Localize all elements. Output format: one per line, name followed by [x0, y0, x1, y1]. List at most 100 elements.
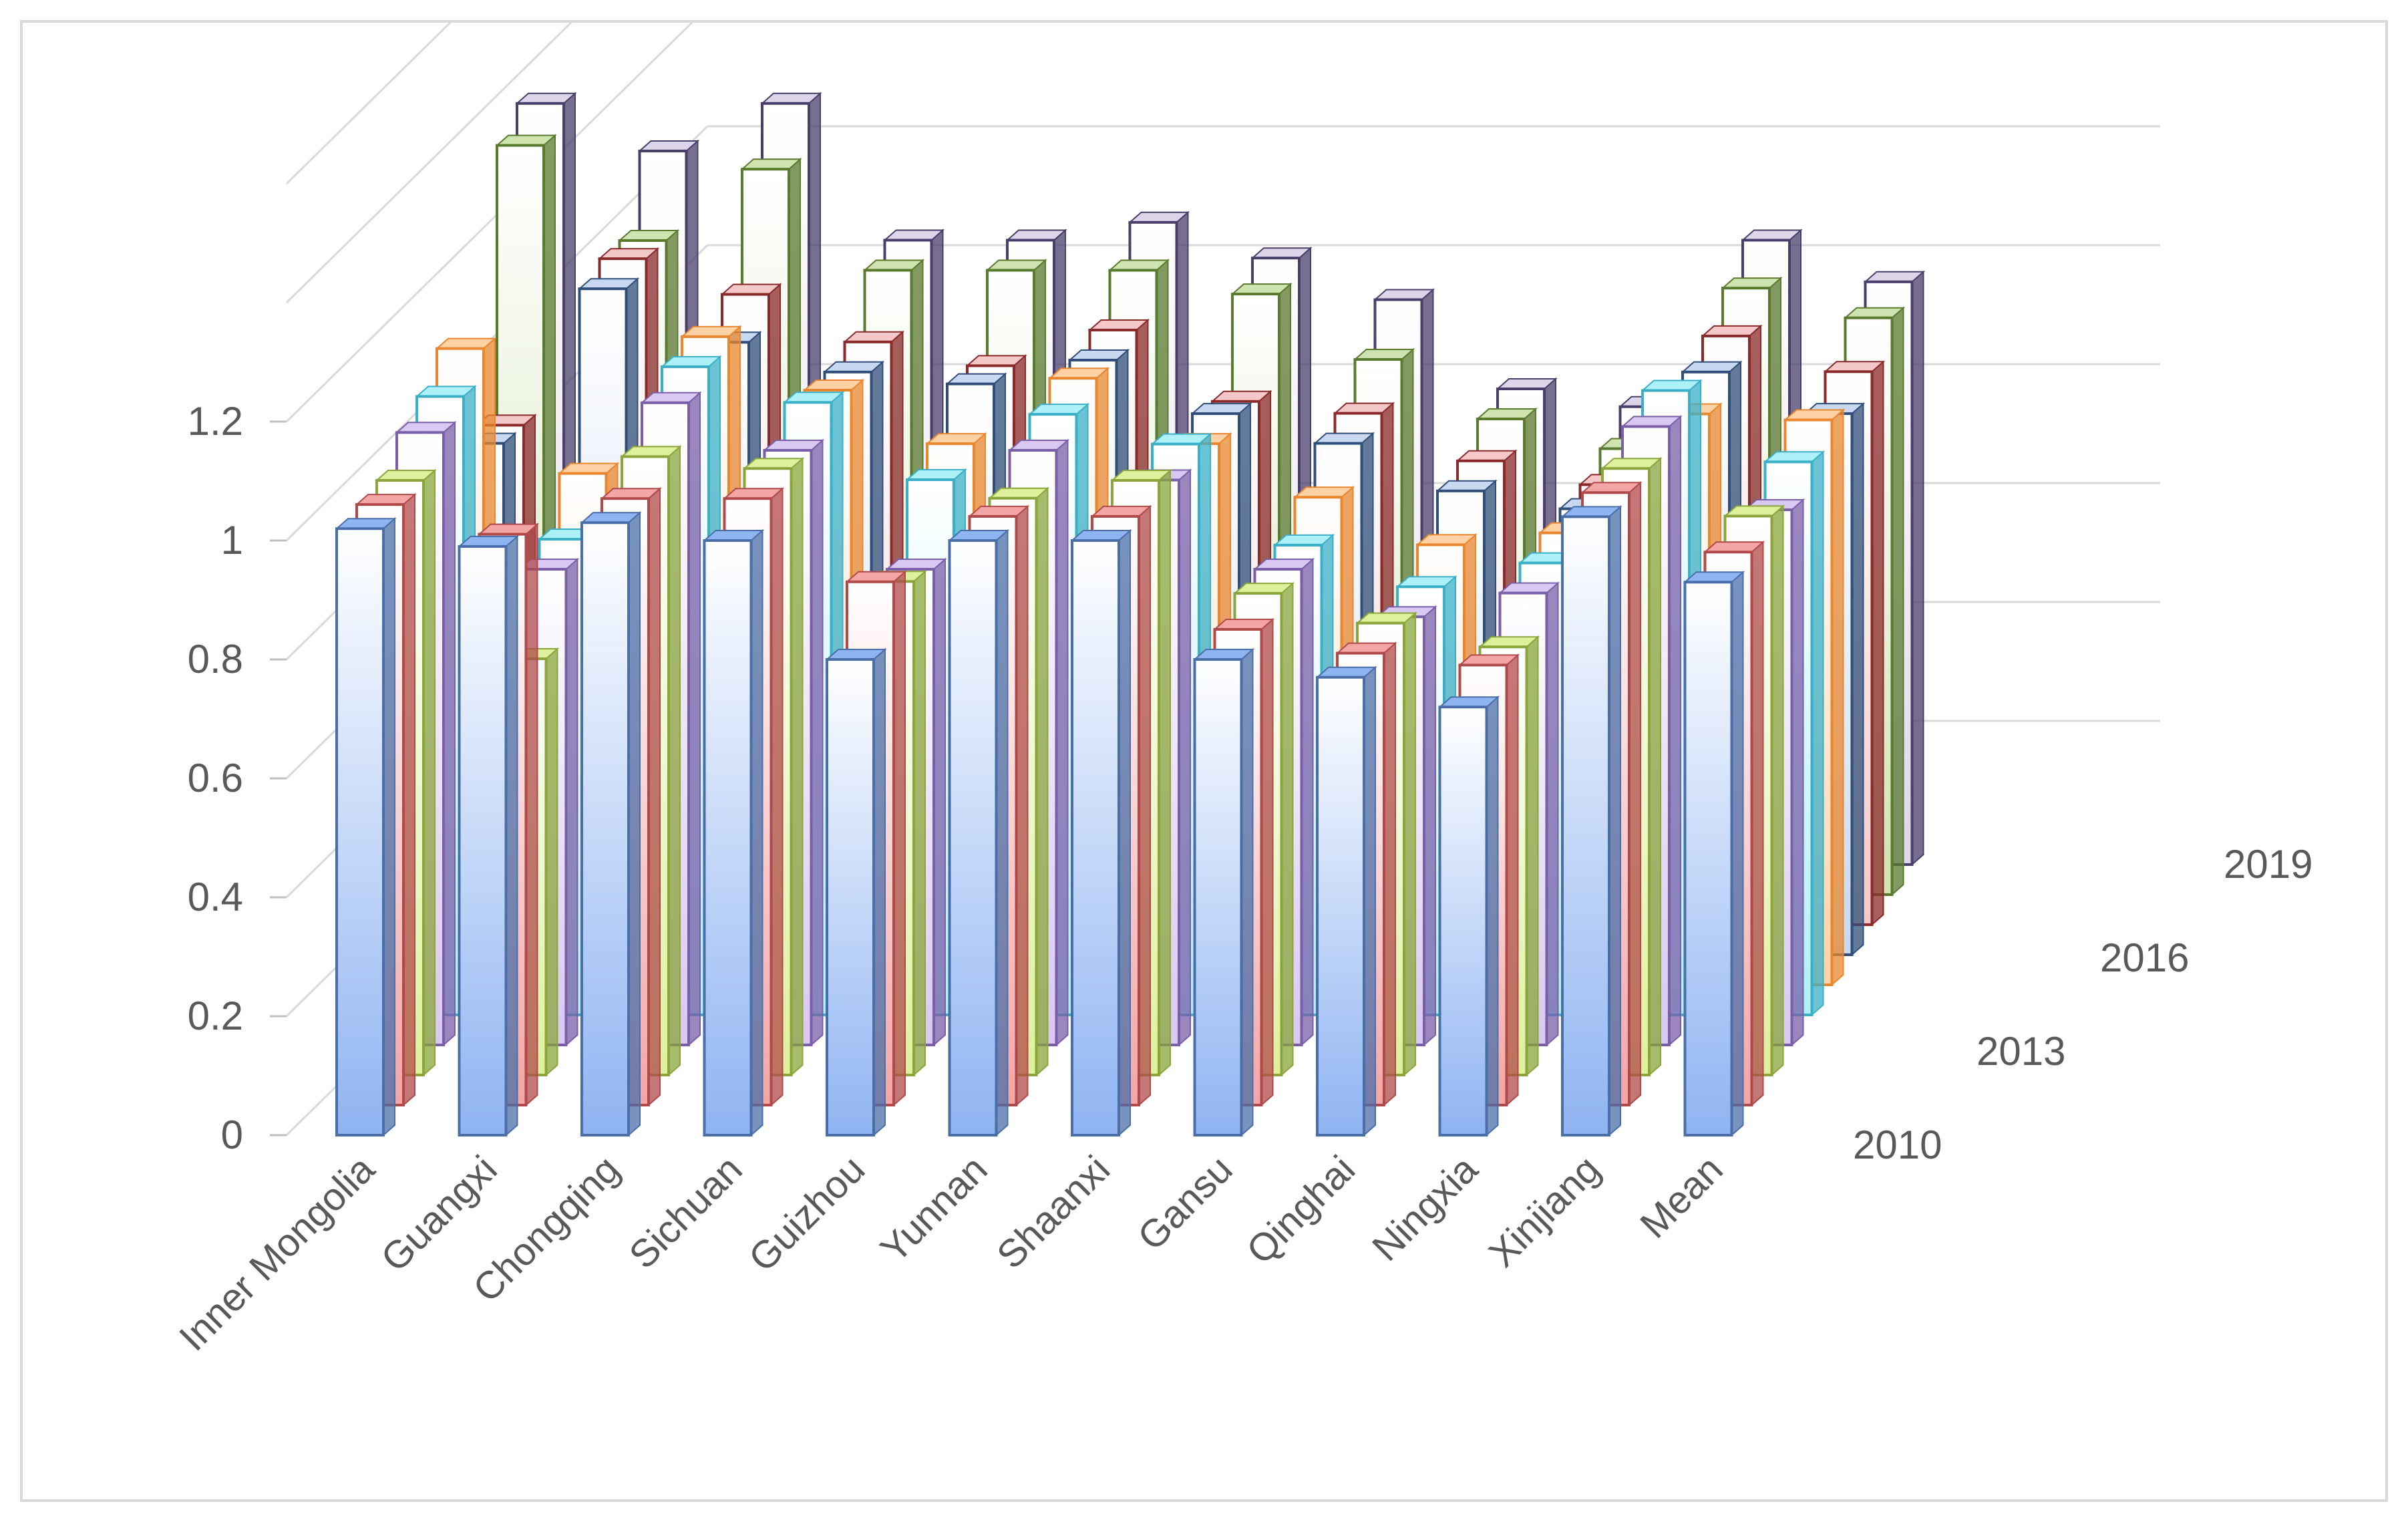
- bar-top: [845, 571, 907, 583]
- category-label: Xinjiang: [1480, 1147, 1608, 1275]
- bar-side: [1891, 306, 1904, 897]
- bar-top: [1476, 408, 1538, 420]
- bar-top: [1580, 482, 1643, 494]
- bar-top: [435, 337, 497, 349]
- y-tick-label: 0.2: [188, 994, 243, 1038]
- bar-top: [1210, 390, 1272, 402]
- bar-top: [1437, 696, 1500, 708]
- bar-side: [1486, 695, 1499, 1137]
- bar-side: [688, 391, 701, 1047]
- bar-side: [1138, 504, 1151, 1107]
- bar-top: [882, 229, 945, 241]
- depth-axis-labels: 2010 2013 2016 2019: [1853, 842, 2312, 1167]
- bar-top: [1395, 576, 1457, 588]
- bar-top: [1373, 289, 1435, 301]
- bar-side: [1831, 408, 1844, 987]
- bar-side: [403, 492, 415, 1107]
- bar-side: [525, 522, 538, 1107]
- bar-front: [703, 539, 753, 1136]
- bar-top: [1027, 404, 1090, 416]
- bar-2010-ningxia: [1437, 695, 1500, 1137]
- bar-side: [1546, 581, 1559, 1047]
- bar-2010-shaanxi: [1070, 528, 1132, 1137]
- bar-top: [355, 494, 417, 506]
- y-axis-ticks: 0 0.2 0.4 0.6 0.8 1 1.2: [188, 399, 243, 1157]
- bar-front: [826, 658, 875, 1136]
- bar-top: [1252, 559, 1315, 570]
- bar-side: [1751, 541, 1764, 1107]
- bar-front: [1316, 675, 1365, 1136]
- bar-side: [1260, 617, 1274, 1107]
- bar-top: [335, 518, 397, 530]
- bar-side: [1791, 498, 1804, 1047]
- y-tick-label: 1.2: [188, 399, 243, 444]
- bar-top: [1783, 409, 1846, 421]
- bar-top: [842, 331, 905, 343]
- y-tick-label: 0.8: [188, 637, 243, 681]
- bar-top: [1723, 505, 1785, 517]
- bar-top: [720, 283, 782, 295]
- bar-side: [1506, 653, 1519, 1107]
- bar-side: [423, 468, 436, 1077]
- bar-top: [985, 259, 1047, 271]
- bar-top: [822, 361, 885, 373]
- bar-side: [810, 438, 824, 1047]
- category-label: Shaanxi: [989, 1147, 1118, 1277]
- bar-side: [505, 535, 518, 1137]
- bar-top: [905, 469, 967, 480]
- bar-front: [1193, 658, 1243, 1136]
- bar-top: [1353, 349, 1415, 360]
- bar-top: [600, 488, 662, 500]
- bar-side: [790, 456, 804, 1077]
- bar-top: [1313, 432, 1375, 444]
- bar-top: [1600, 458, 1663, 470]
- bar-2010-gansu: [1192, 647, 1255, 1137]
- y-tick-label: 0: [221, 1112, 243, 1157]
- bar-top: [802, 379, 865, 391]
- bar-top: [375, 470, 437, 481]
- bar-top: [1641, 379, 1703, 392]
- category-label: Yunnan: [872, 1147, 996, 1271]
- bar-top: [1435, 480, 1498, 492]
- bar-top: [1090, 505, 1152, 517]
- bar-top: [1272, 534, 1335, 546]
- bar-top: [825, 649, 887, 660]
- bar-top: [760, 92, 822, 104]
- depth-label: 2013: [1976, 1029, 2065, 1074]
- category-label: Gansu: [1130, 1147, 1241, 1259]
- bar-2010-mean: [1683, 571, 1745, 1137]
- bar-side: [1731, 571, 1744, 1137]
- bar-top: [1293, 486, 1355, 498]
- bar-front: [580, 521, 630, 1136]
- bar-side: [750, 528, 763, 1137]
- bar-top: [1496, 378, 1558, 390]
- bar-front: [335, 527, 385, 1136]
- bar-top: [620, 446, 682, 458]
- bar-front: [1683, 581, 1733, 1136]
- bar-top: [1681, 361, 1743, 373]
- bar-top: [742, 458, 805, 470]
- bar-top: [617, 230, 680, 241]
- bar-top: [457, 535, 520, 547]
- bar-top: [1128, 211, 1190, 223]
- bar-side: [1178, 468, 1191, 1047]
- bar-2010-yunnan: [947, 528, 1010, 1137]
- category-label: Qinghai: [1238, 1147, 1363, 1272]
- bar-top: [637, 140, 700, 152]
- bar-top: [1701, 325, 1763, 337]
- bar-top: [415, 386, 477, 398]
- depth-label: 2019: [2224, 842, 2312, 887]
- bar-2010-xinjiang: [1560, 505, 1622, 1137]
- bar-top: [1823, 361, 1886, 373]
- bar-top: [702, 530, 765, 541]
- bar-top: [1150, 433, 1212, 445]
- bar-top: [640, 392, 702, 404]
- bar-side: [1851, 402, 1864, 957]
- bar-side: [1301, 557, 1314, 1047]
- bar-side: [443, 421, 456, 1047]
- bar-side: [1158, 468, 1171, 1077]
- bar-top: [1560, 506, 1622, 518]
- bar-top: [477, 523, 540, 535]
- bar-side: [1771, 504, 1784, 1077]
- bar-top: [967, 505, 1030, 517]
